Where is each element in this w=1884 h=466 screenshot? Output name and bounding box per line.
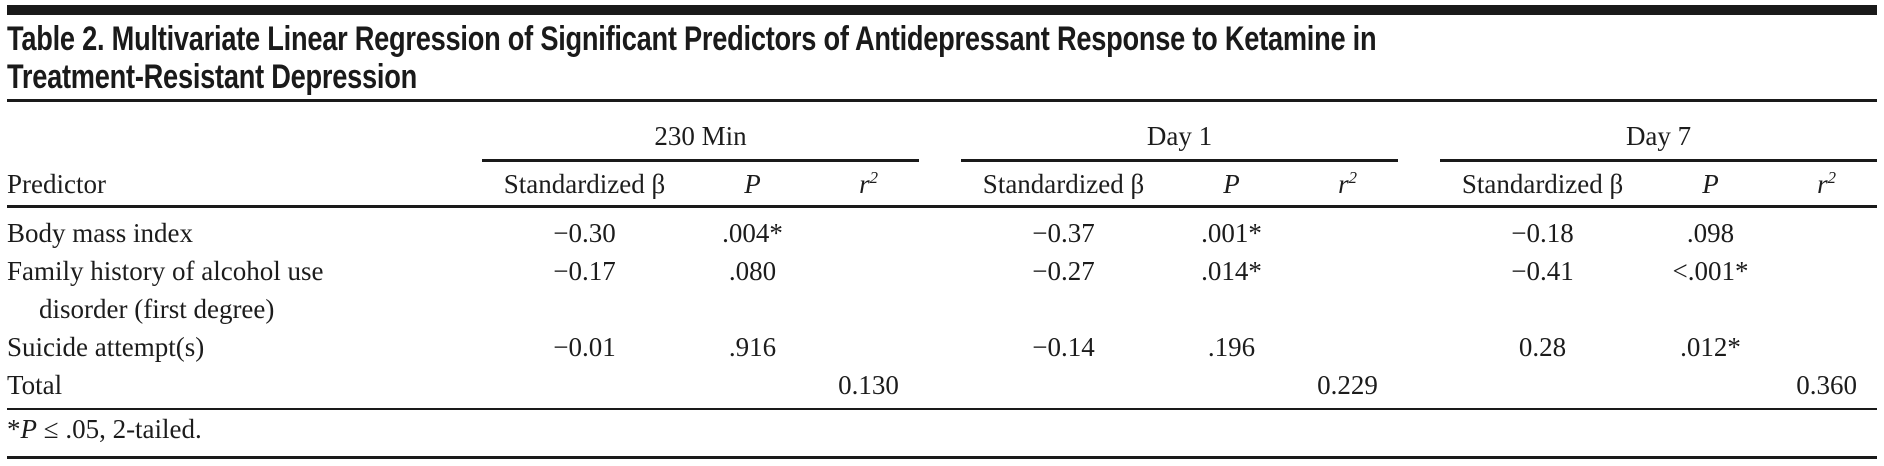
total-r2-day7: 0.360 — [1796, 370, 1857, 400]
total-p-day7 — [1645, 366, 1776, 404]
suicide-beta-230min: −0.01 — [553, 332, 616, 362]
timepoint-header-row: 230 Min Day 1 Day 7 — [7, 102, 1878, 162]
suicide-r2-day1 — [1297, 328, 1398, 366]
predictor-label-bmi: Body mass index — [7, 218, 193, 248]
bmi-r2-day7 — [1776, 207, 1877, 253]
r2-superscript: 2 — [1827, 168, 1836, 187]
suicide-r2-230min — [818, 328, 919, 366]
bmi-beta-day1: −0.37 — [1032, 218, 1095, 248]
column-spacer — [1398, 252, 1440, 328]
suicide-beta-day7: 0.28 — [1518, 332, 1567, 362]
family-r2-day1 — [1297, 252, 1398, 328]
footnote-text: ≤ .05, 2-tailed. — [37, 414, 202, 444]
bmi-r2-230min — [818, 207, 919, 253]
footnote-asterisk: * — [7, 414, 21, 444]
predictor-label-line1: Family history of alcohol use — [7, 256, 324, 286]
col-header-r2-230min: r2 — [818, 160, 920, 208]
col-header-standardized-beta-day7: Standardized β — [1440, 160, 1646, 208]
column-spacer — [919, 207, 961, 253]
row-body-mass-index: Body mass index −0.30 .004* −0.37 .001* … — [7, 207, 1877, 253]
bmi-beta-230min: −0.30 — [553, 218, 616, 248]
r2-superscript: 2 — [869, 168, 878, 187]
family-beta-230min: −0.17 — [553, 256, 616, 286]
table-title-line1: Table 2. Multivariate Linear Regression … — [7, 20, 1377, 58]
table-footnote: *P ≤ .05, 2-tailed. — [7, 410, 1877, 448]
col-header-predictor: Predictor — [7, 160, 482, 208]
col-header-standardized-beta-day1: Standardized β — [961, 160, 1167, 208]
paper-table-figure: Table 2. Multivariate Linear Regression … — [0, 5, 1884, 459]
table-bottom-rule — [7, 456, 1877, 459]
group-header-day7: Day 7 — [1440, 102, 1878, 162]
suicide-r2-day7 — [1776, 328, 1877, 366]
total-beta-230min — [482, 366, 687, 404]
total-r2-230min: 0.130 — [838, 370, 899, 400]
title-divider-rule — [7, 99, 1877, 102]
bmi-p-230min: .004* — [722, 218, 783, 248]
table-title-line2: Treatment-Resistant Depression — [7, 58, 417, 96]
footnote-divider-rule — [7, 408, 1877, 410]
predictor-label-family-history: Family history of alcohol use disorder (… — [7, 252, 482, 328]
bmi-p-day7: .098 — [1686, 218, 1735, 248]
family-r2-day7 — [1776, 252, 1877, 328]
suicide-p-230min: .916 — [728, 332, 777, 362]
column-spacer — [919, 160, 962, 208]
predictor-label-line2: disorder (first degree) — [39, 294, 275, 324]
footnote-p-symbol: P — [20, 414, 38, 444]
total-r2-day1: 0.229 — [1317, 370, 1378, 400]
suicide-beta-day1: −0.14 — [1032, 332, 1095, 362]
row-suicide-attempts: Suicide attempt(s) −0.01 .916 −0.14 .196… — [7, 328, 1877, 366]
corner-empty-cell — [7, 102, 482, 161]
regression-table: 230 Min Day 1 Day 7 Predictor Standardiz… — [7, 102, 1878, 404]
row-total: Total 0.130 0.229 0.360 — [7, 366, 1877, 404]
column-spacer — [1398, 160, 1441, 208]
column-spacer — [1398, 328, 1440, 366]
total-p-230min — [687, 366, 818, 404]
column-spacer — [1398, 207, 1440, 253]
r2-symbol: r — [1817, 169, 1828, 199]
column-spacer — [919, 366, 961, 404]
family-r2-230min — [818, 252, 919, 328]
family-p-day1: .014* — [1201, 256, 1262, 286]
family-beta-day1: −0.27 — [1032, 256, 1095, 286]
column-spacer — [919, 328, 961, 366]
total-beta-day7 — [1440, 366, 1645, 404]
col-header-p-day1: P — [1166, 160, 1298, 208]
col-header-r2-day7: r2 — [1776, 160, 1878, 208]
suicide-p-day1: .196 — [1207, 332, 1256, 362]
group-header-230min: 230 Min — [482, 102, 920, 162]
col-header-r2-day1: r2 — [1297, 160, 1399, 208]
column-spacer — [919, 102, 961, 161]
r2-symbol: r — [1338, 169, 1349, 199]
title-top-bar — [7, 5, 1877, 15]
row-family-history-alcohol: Family history of alcohol use disorder (… — [7, 252, 1877, 328]
bmi-r2-day1 — [1297, 207, 1398, 253]
bmi-beta-day7: −0.18 — [1511, 218, 1574, 248]
column-spacer — [919, 252, 961, 328]
family-p-230min: .080 — [728, 256, 777, 286]
family-p-day7: <.001* — [1672, 256, 1749, 286]
col-header-p-day7: P — [1645, 160, 1777, 208]
column-spacer — [1398, 366, 1440, 404]
suicide-p-day7: .012* — [1680, 332, 1741, 362]
r2-superscript: 2 — [1348, 168, 1357, 187]
group-header-day1: Day 1 — [961, 102, 1399, 162]
r2-symbol: r — [859, 169, 870, 199]
col-header-standardized-beta-230min: Standardized β — [482, 160, 687, 208]
predictor-label-total: Total — [7, 370, 63, 400]
column-header-row: Predictor Standardized β P r2 Standardiz… — [7, 160, 1878, 208]
column-spacer — [1398, 102, 1440, 161]
family-beta-day7: −0.41 — [1511, 256, 1574, 286]
predictor-label-suicide: Suicide attempt(s) — [7, 332, 205, 362]
bmi-p-day1: .001* — [1201, 218, 1262, 248]
table-title: Table 2. Multivariate Linear Regression … — [7, 20, 1503, 96]
total-p-day1 — [1166, 366, 1297, 404]
total-beta-day1 — [961, 366, 1166, 404]
col-header-p-230min: P — [687, 160, 818, 208]
